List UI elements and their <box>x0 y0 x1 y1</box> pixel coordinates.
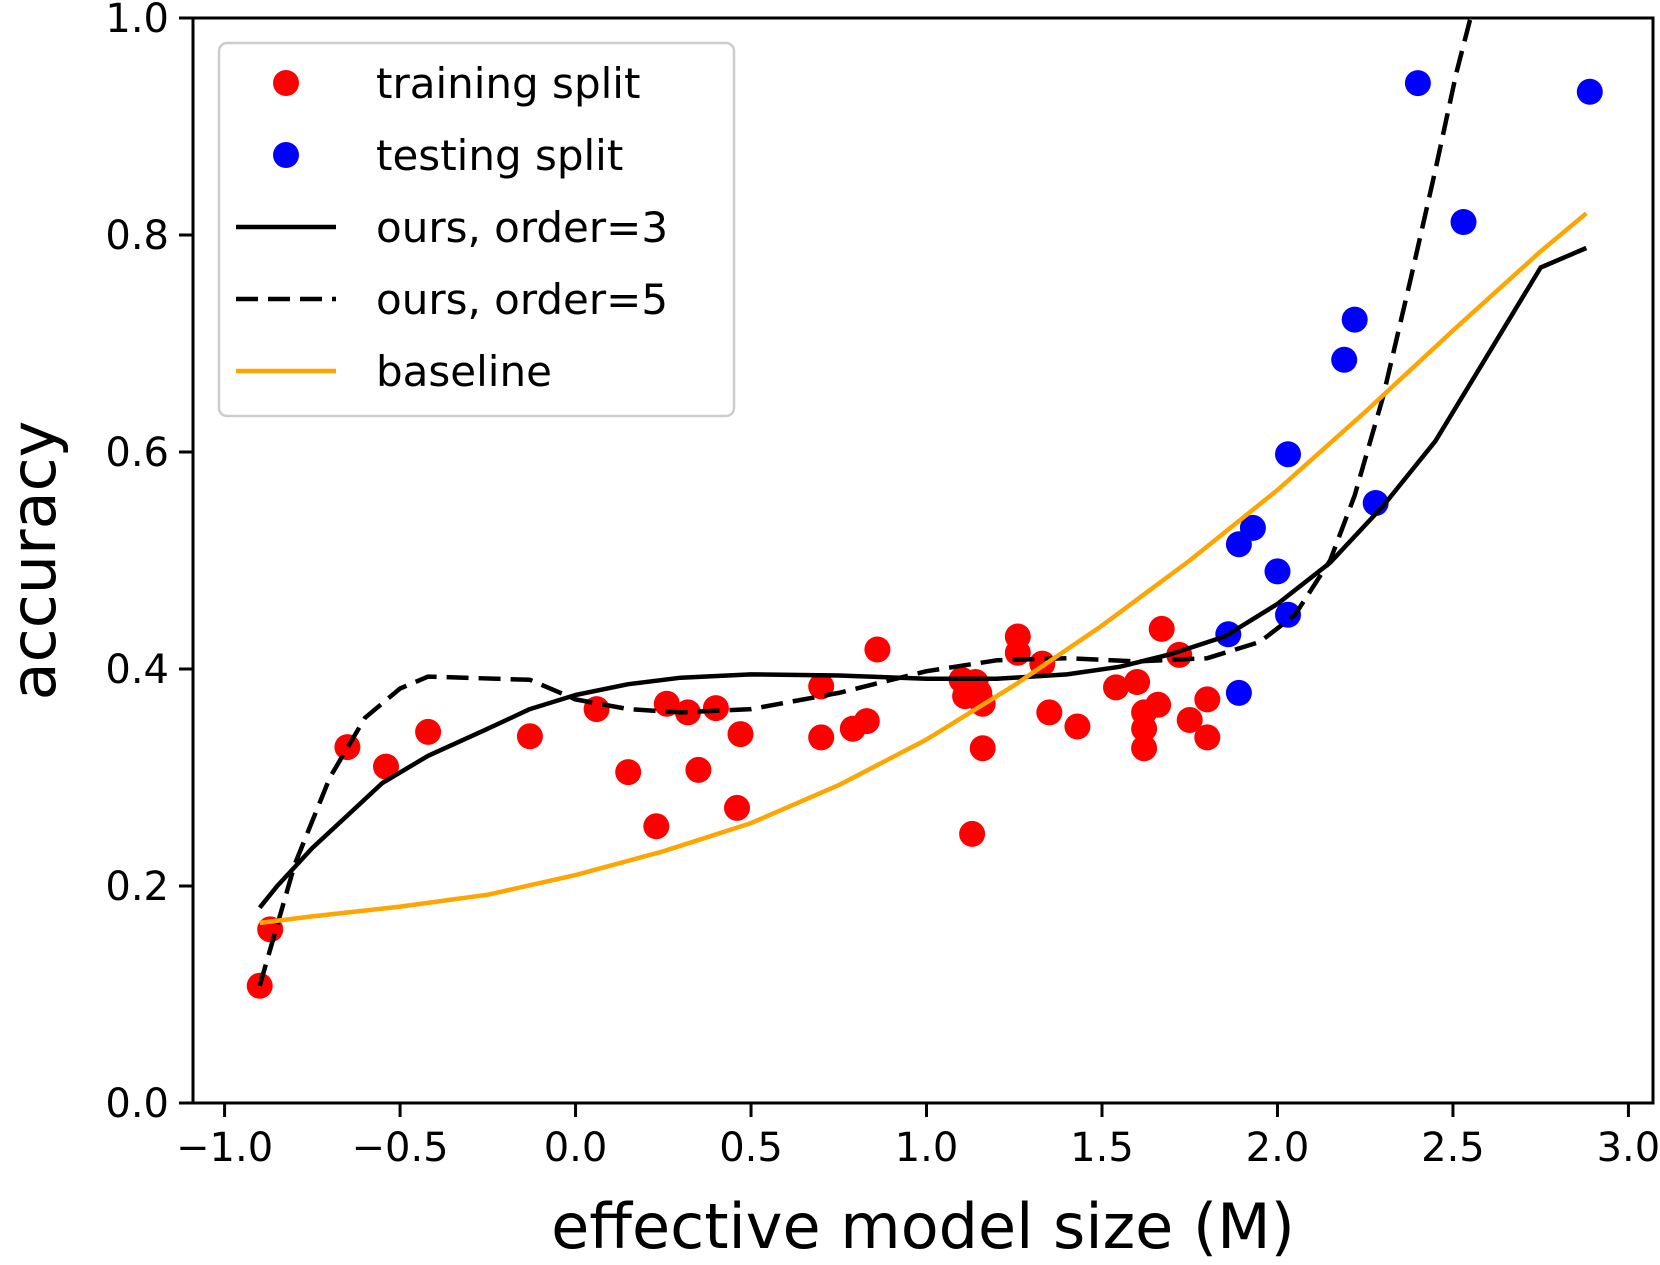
x-tick-label: 1.5 <box>1070 1125 1134 1171</box>
point-test-6 <box>1275 441 1301 468</box>
point-train-41 <box>1194 686 1221 713</box>
point-train-8 <box>643 813 670 840</box>
plot-content <box>246 18 1603 999</box>
point-test-12 <box>1576 78 1603 105</box>
legend-item: ours, order=5 <box>236 275 668 324</box>
point-train-5 <box>516 723 543 750</box>
point-train-36 <box>1131 735 1158 762</box>
point-train-10 <box>674 699 701 726</box>
point-test-5 <box>1275 601 1301 628</box>
legend-marker <box>273 142 299 168</box>
legend-marker <box>273 70 299 96</box>
y-tick-label: 1.0 <box>105 0 169 42</box>
x-axis-label: effective model size (M) <box>551 1190 1295 1263</box>
point-test-4 <box>1264 558 1291 585</box>
point-train-38 <box>1148 615 1175 642</box>
point-test-1 <box>1225 679 1252 706</box>
point-train-42 <box>1194 724 1221 751</box>
line-order3 <box>257 245 1588 910</box>
plot-frame <box>191 16 1655 1105</box>
point-train-40 <box>1176 707 1203 733</box>
point-train-14 <box>727 721 754 748</box>
point-train-26 <box>969 735 996 762</box>
legend-label: ours, order=3 <box>376 203 668 252</box>
x-tick-label: 1.0 <box>895 1125 959 1171</box>
y-axis: 0.0 0.2 0.4 0.6 0.8 1.0 <box>105 0 193 1127</box>
point-train-7 <box>615 759 642 786</box>
point-test-11 <box>1450 209 1477 235</box>
legend-box <box>217 41 736 418</box>
x-tick-label: 3.0 <box>1597 1125 1660 1171</box>
point-train-3 <box>373 753 399 780</box>
line-order5 <box>257 18 1473 987</box>
y-tick-label: 0.4 <box>105 647 169 693</box>
legend-item: testing split <box>273 131 623 180</box>
point-train-18 <box>853 708 880 735</box>
point-train-31 <box>1064 713 1091 740</box>
legend-item: training split <box>273 59 640 108</box>
series-training-split <box>246 615 1221 999</box>
point-train-13 <box>724 794 750 821</box>
legend-item: baseline <box>236 347 552 396</box>
y-tick-label: 0.8 <box>105 213 169 259</box>
x-tick-label: −1.0 <box>176 1125 273 1171</box>
y-tick-label: 0.2 <box>105 864 169 910</box>
legend: training split testing split ours, order=3… <box>217 41 736 418</box>
y-axis-label: accuracy <box>0 421 70 701</box>
point-train-30 <box>1036 699 1063 726</box>
x-tick-label: 0.0 <box>544 1125 608 1171</box>
x-tick-label: 2.0 <box>1246 1125 1310 1171</box>
point-test-8 <box>1341 306 1368 333</box>
point-train-35 <box>1131 715 1158 742</box>
point-test-10 <box>1404 70 1431 97</box>
line-baseline <box>259 211 1588 926</box>
point-train-2 <box>334 734 361 761</box>
point-train-16 <box>808 724 835 751</box>
point-test-3 <box>1239 514 1266 541</box>
point-train-22 <box>959 820 986 847</box>
point-train-12 <box>702 695 729 722</box>
point-train-32 <box>1103 674 1129 701</box>
series-testing-split <box>1215 70 1603 706</box>
legend-label: baseline <box>376 347 552 396</box>
legend-label: training split <box>376 59 640 108</box>
x-tick-label: 0.5 <box>719 1125 783 1171</box>
point-train-33 <box>1124 669 1151 695</box>
x-tick-label: −0.5 <box>351 1125 448 1171</box>
point-train-19 <box>864 636 891 663</box>
y-tick-label: 0.6 <box>105 430 169 476</box>
point-train-37 <box>1145 691 1172 718</box>
legend-label: testing split <box>376 131 623 180</box>
point-train-4 <box>415 718 442 745</box>
legend-item: ours, order=3 <box>236 203 668 252</box>
y-tick-label: 0.0 <box>105 1081 169 1127</box>
point-train-11 <box>685 756 712 783</box>
legend-label: ours, order=5 <box>376 275 668 324</box>
x-tick-label: 2.5 <box>1421 1125 1485 1171</box>
x-axis: −1.0 −0.5 0.0 0.5 1.0 1.5 2.0 2.5 3.0 <box>176 1103 1660 1171</box>
point-test-7 <box>1331 346 1358 373</box>
